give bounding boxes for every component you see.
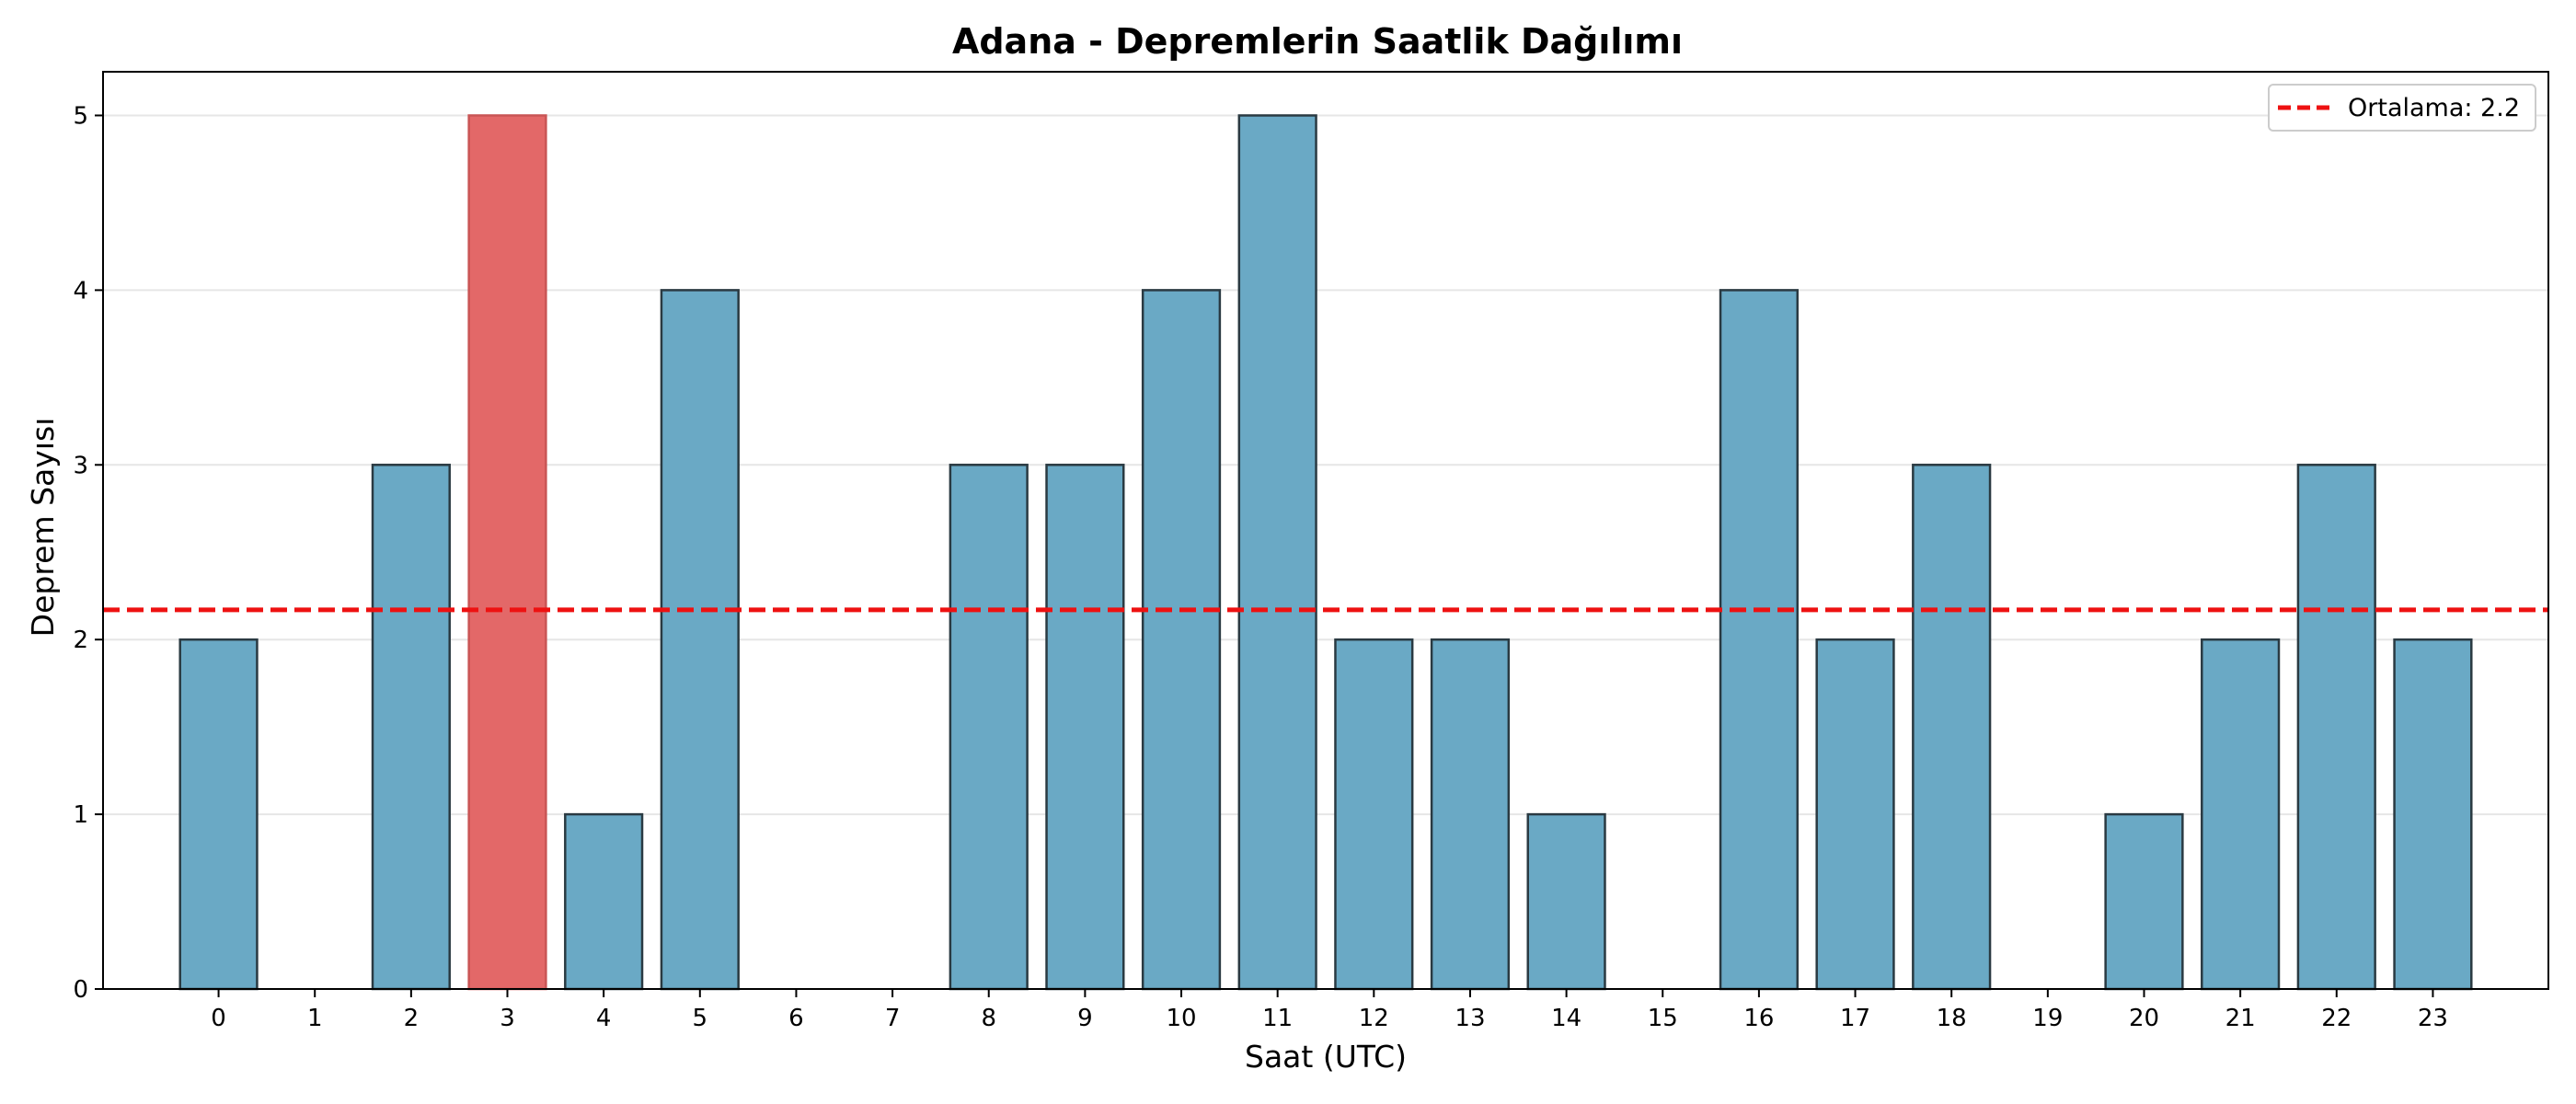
- bars: [178, 114, 2473, 991]
- legend: Ortalama: 2.2: [2268, 84, 2536, 132]
- x-tick-label: 22: [2321, 1005, 2352, 1032]
- bar: [371, 464, 451, 991]
- legend-box: [2268, 84, 2536, 132]
- legend-mean-label: Ortalama: 2.2: [2348, 94, 2520, 122]
- x-tick-label: 7: [885, 1005, 901, 1032]
- y-tick-label: 2: [73, 627, 88, 654]
- bar: [564, 812, 644, 991]
- x-axis-label: Saat (UTC): [1245, 1039, 1407, 1075]
- bar: [1719, 289, 1800, 991]
- y-tick-label: 1: [73, 801, 88, 829]
- x-tick-label: 9: [1077, 1005, 1093, 1032]
- y-tick-label: 5: [73, 102, 88, 130]
- x-tick-label: 4: [596, 1005, 612, 1032]
- x-tick-label: 21: [2225, 1005, 2256, 1032]
- x-tick-label: 10: [1166, 1005, 1196, 1032]
- bar: [2104, 812, 2184, 991]
- x-tick-label: 19: [2032, 1005, 2063, 1032]
- bar: [178, 638, 259, 991]
- x-tick-label: 3: [500, 1005, 515, 1032]
- x-tick-label: 12: [1359, 1005, 1389, 1032]
- bar: [1526, 812, 1606, 991]
- bar: [660, 289, 740, 991]
- plot-frame: [102, 71, 2549, 990]
- x-tick-label: 18: [1937, 1005, 1967, 1032]
- bar: [2201, 638, 2281, 991]
- x-axis-ticks: 0 1 2 3 4 5 6 7 8 9 10 11 12 13 14 15 16 17 18 19 20 21 22 23: [211, 989, 2448, 1032]
- y-tick-label: 4: [73, 277, 88, 305]
- x-tick-label: 13: [1455, 1005, 1485, 1032]
- x-tick-label: 8: [981, 1005, 996, 1032]
- bar: [1912, 464, 1992, 991]
- bar: [1045, 464, 1125, 991]
- bar: [1430, 638, 1511, 991]
- x-tick-label: 5: [693, 1005, 708, 1032]
- x-tick-label: 11: [1262, 1005, 1293, 1032]
- bar: [1141, 289, 1222, 991]
- x-tick-label: 16: [1743, 1005, 1774, 1032]
- x-tick-label: 1: [307, 1005, 323, 1032]
- bar: [2393, 638, 2473, 991]
- bar: [1815, 638, 1895, 991]
- bar: [1237, 114, 1317, 991]
- bar: [2296, 464, 2376, 991]
- y-tick-label: 0: [73, 976, 88, 1004]
- y-tick-label: 3: [73, 452, 88, 479]
- x-tick-label: 0: [211, 1005, 226, 1032]
- x-tick-label: 20: [2129, 1005, 2159, 1032]
- x-tick-label: 17: [1840, 1005, 1870, 1032]
- x-tick-label: 14: [1551, 1005, 1581, 1032]
- x-tick-label: 2: [404, 1005, 420, 1032]
- x-tick-label: 15: [1648, 1005, 1678, 1032]
- y-axis-label: Deprem Sayısı: [25, 418, 61, 638]
- x-tick-label: 6: [788, 1005, 804, 1032]
- y-axis-ticks: 0 1 2 3 4 5: [73, 102, 103, 1004]
- bar: [949, 464, 1029, 991]
- bar: [1334, 638, 1414, 991]
- chart-title: Adana - Depremlerin Saatlik Dağılımı: [952, 21, 1683, 62]
- x-tick-label: 23: [2418, 1005, 2448, 1032]
- bar-highlighted: [467, 114, 547, 991]
